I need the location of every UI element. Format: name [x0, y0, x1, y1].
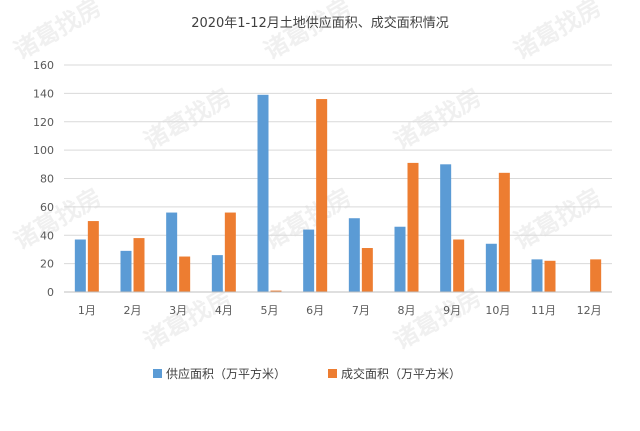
bar-supply [257, 94, 269, 292]
watermark-text: 诸葛找房 [9, 0, 106, 65]
y-tick-label: 0 [47, 286, 54, 299]
legend-swatch [328, 369, 337, 378]
x-tick-label: 10月 [485, 304, 510, 317]
bar-transaction [270, 290, 282, 292]
legend-label: 成交面积（万平方米） [341, 366, 461, 381]
x-tick-label: 11月 [531, 304, 556, 317]
legend-label: 供应面积（万平方米） [166, 366, 286, 381]
x-tick-label: 1月 [78, 304, 96, 317]
bar-supply [531, 259, 543, 292]
watermark-text: 诸葛找房 [509, 0, 606, 65]
y-tick-label: 20 [40, 258, 54, 271]
y-tick-label: 100 [33, 144, 54, 157]
y-tick-label: 140 [33, 87, 54, 100]
watermark-text: 诸葛找房 [139, 283, 236, 355]
bar-transaction [590, 259, 602, 292]
gridlines [64, 64, 612, 265]
bar-transaction [407, 162, 419, 292]
y-axis-ticks: 0 20 40 60 80 100 120 140 160 [33, 59, 54, 299]
bar-transaction [316, 99, 328, 292]
y-tick-label: 160 [33, 59, 54, 72]
watermark-text: 诸葛找房 [259, 0, 356, 65]
bar-supply [166, 212, 178, 292]
bar-supply [120, 250, 132, 292]
chart-title: 2020年1-12月土地供应面积、成交面积情况 [191, 15, 449, 31]
x-tick-label: 3月 [169, 304, 187, 317]
x-tick-label: 2月 [124, 304, 142, 317]
bar-supply [211, 255, 223, 292]
x-tick-label: 7月 [352, 304, 370, 317]
bar-supply [485, 243, 497, 292]
bar-transaction [224, 212, 236, 292]
x-tick-label: 5月 [261, 304, 279, 317]
bar-supply [74, 239, 86, 292]
x-tick-label: 6月 [306, 304, 324, 317]
y-tick-label: 80 [40, 173, 54, 186]
bar-supply [303, 229, 315, 292]
bar-transaction [361, 248, 373, 292]
watermark-text: 诸葛找房 [509, 183, 606, 255]
x-tick-label: 8月 [398, 304, 416, 317]
x-tick-label: 4月 [215, 304, 233, 317]
bar-supply [348, 218, 360, 292]
y-tick-label: 40 [40, 229, 54, 242]
x-tick-label: 12月 [577, 304, 602, 317]
bar-supply [394, 226, 406, 292]
bar-transaction [544, 260, 556, 292]
legend-swatch [153, 369, 162, 378]
bar-transaction [498, 172, 510, 292]
y-tick-label: 60 [40, 201, 54, 214]
bar-transaction [453, 239, 465, 292]
bars [74, 94, 602, 292]
legend: 供应面积（万平方米） 成交面积（万平方米） [153, 366, 461, 381]
x-tick-label: 9月 [443, 304, 461, 317]
bar-transaction [133, 238, 145, 292]
bar-transaction [87, 221, 99, 292]
bar-supply [440, 164, 452, 292]
y-tick-label: 120 [33, 116, 54, 129]
x-axis-ticks: 1月 2月 3月 4月 5月 6月 7月 8月 9月 10月 11月 12月 [78, 304, 602, 317]
watermark-text: 诸葛找房 [389, 283, 486, 355]
bar-transaction [179, 256, 191, 292]
